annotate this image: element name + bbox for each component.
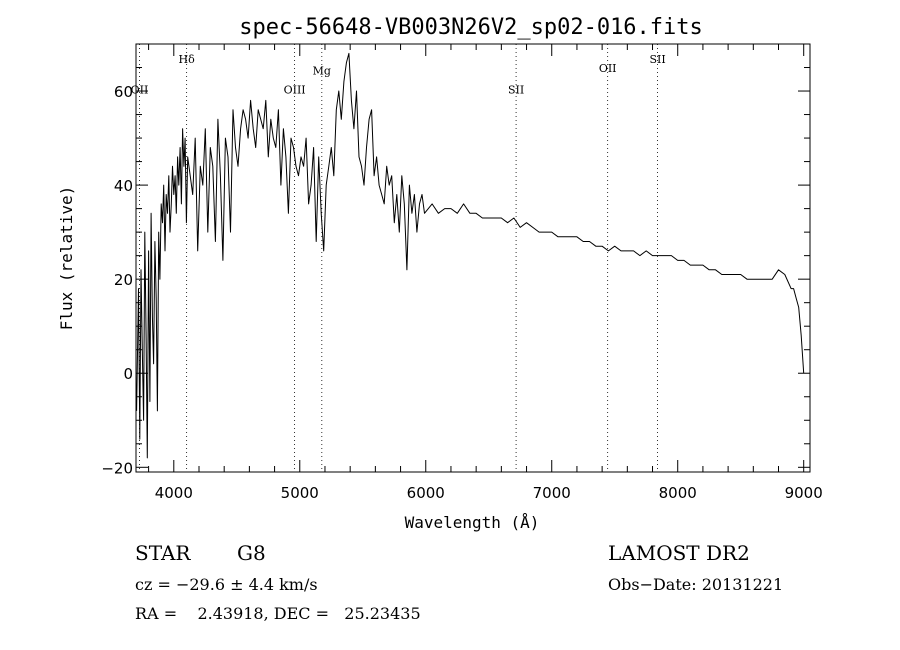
y-tick-label-40: 40: [114, 177, 133, 195]
emission-line-label-5: SII: [649, 53, 665, 66]
observation-date: Obs−Date: 20131221: [608, 575, 784, 594]
axis-ticks: [136, 43, 810, 472]
y-tick-label-20: 20: [114, 271, 133, 289]
emission-line-markers: [139, 44, 658, 472]
emission-line-label-0: Hδ: [179, 53, 196, 66]
object-subclass: G8: [237, 541, 266, 565]
ra-dec-coordinates: RA = 2.43918, DEC = 25.23435: [135, 604, 421, 623]
plot-frame: [135, 43, 811, 473]
emission-line-label-1: OIII: [284, 83, 306, 96]
emission-line-label-6: OII: [131, 83, 149, 96]
x-axis-label: Wavelength (Å): [405, 513, 540, 532]
y-tick-label-60: 60: [114, 83, 133, 101]
x-tick-label-9000: 9000: [785, 484, 823, 502]
emission-line-label-4: OII: [599, 62, 617, 75]
x-tick-label-4000: 4000: [155, 484, 193, 502]
emission-line-label-3: SII: [508, 83, 524, 96]
emission-line-labels: Hδ OIII Mg SII OII SII OII: [131, 53, 666, 97]
x-tick-label-8000: 8000: [659, 484, 697, 502]
spectrum-series: [136, 52, 805, 459]
emission-line-label-2: Mg: [313, 65, 331, 78]
y-axis-label: Flux (relative): [57, 186, 76, 331]
object-class: STAR: [135, 541, 191, 565]
x-tick-label-5000: 5000: [281, 484, 319, 502]
x-tick-label-7000: 7000: [533, 484, 571, 502]
chart-title: spec-56648-VB003N26V2_sp02-016.fits: [239, 15, 703, 40]
axis-tick-labels: 4000 5000 6000 7000 8000 9000 −20 0 20 40 60: [101, 83, 822, 502]
y-tick-label-0: 0: [123, 365, 133, 383]
y-tick-label--20: −20: [101, 459, 133, 477]
redshift-cz: cz = −29.6 ± 4.4 km/s: [135, 575, 318, 594]
survey-name: LAMOST DR2: [608, 541, 750, 565]
x-tick-label-6000: 6000: [407, 484, 445, 502]
spectrum-line-0: [136, 52, 805, 459]
